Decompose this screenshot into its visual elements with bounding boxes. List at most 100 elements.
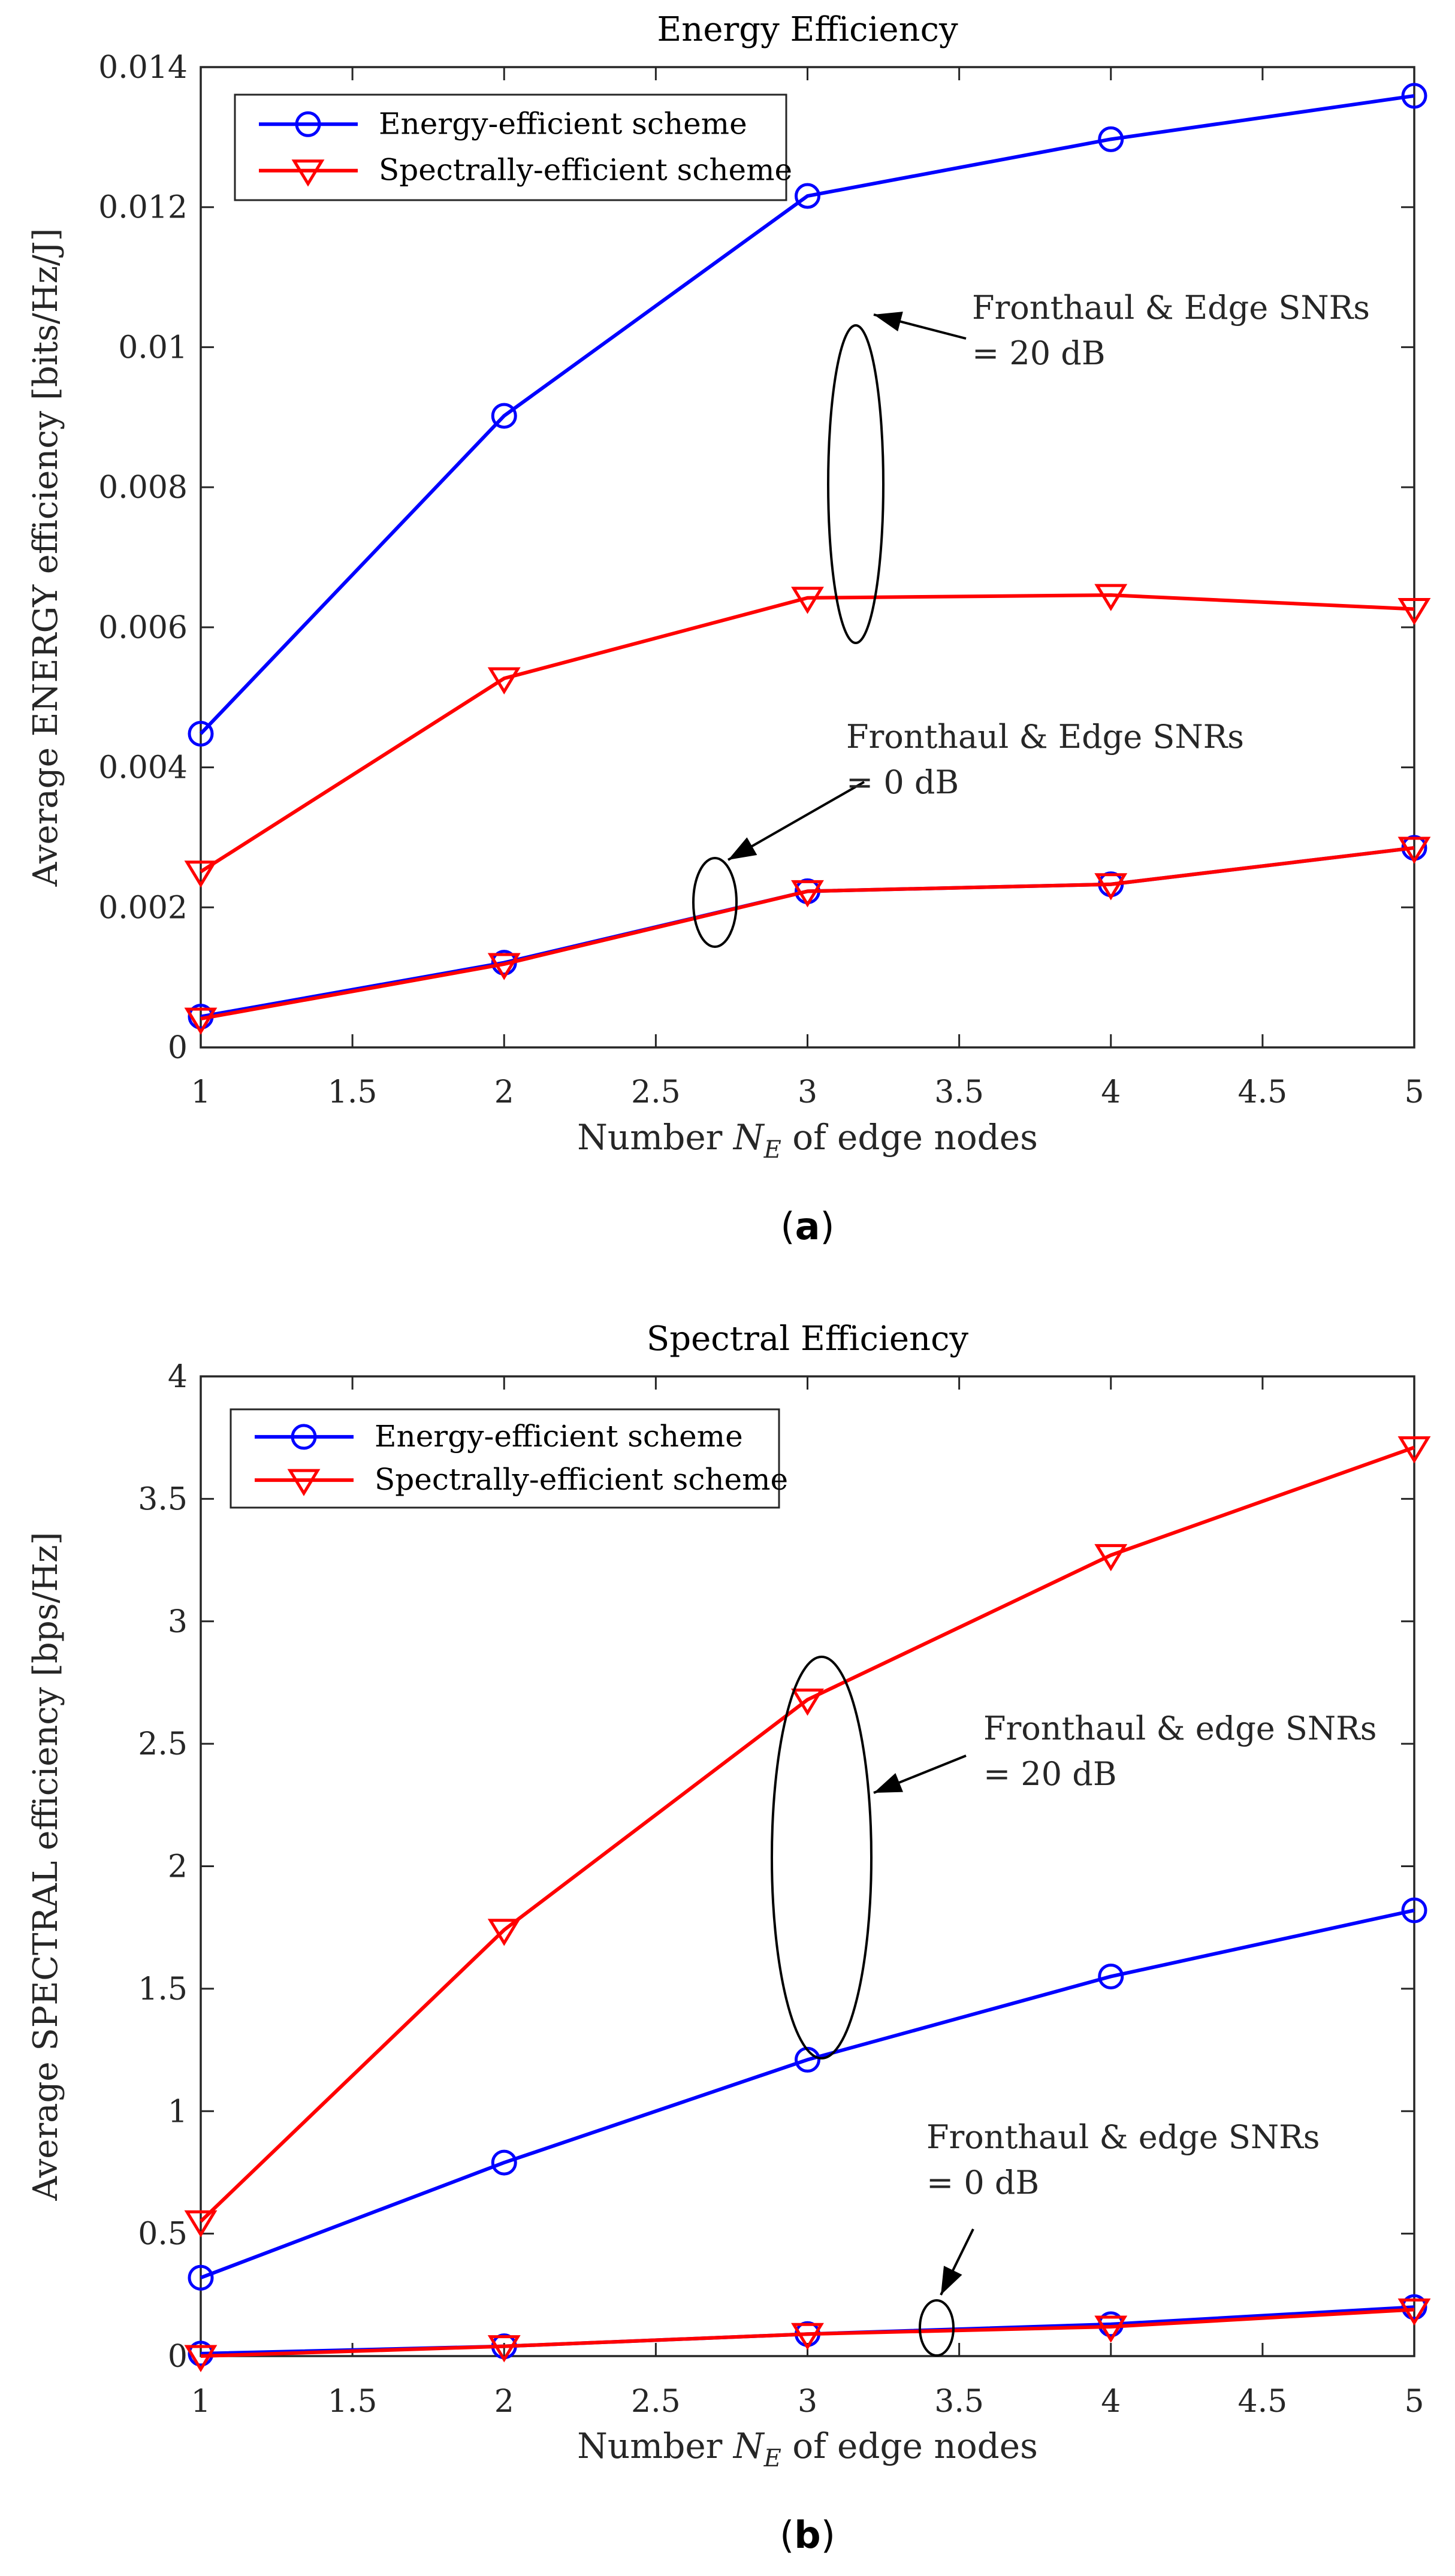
chart-1-ytick-label: 0.004 bbox=[98, 750, 188, 786]
chart-2-series-se_20-line bbox=[199, 1445, 1415, 2223]
chart-1-ytick-label: 0.002 bbox=[98, 890, 188, 926]
chart-1-xtick-label: 2 bbox=[494, 1074, 514, 1110]
chart-2-annotation-1-arrow-head bbox=[874, 1773, 904, 1793]
chart-2-annotation-2-arrow-head bbox=[941, 2266, 962, 2295]
chart-2-xtick-label: 3 bbox=[798, 2384, 817, 2420]
chart-2-series-ee_0-point bbox=[188, 2341, 214, 2367]
chart-1-legend-entry-2-label: Spectrally-efficient scheme bbox=[379, 153, 792, 188]
chart-1-annotation-2-text-line2: = 0 dB bbox=[846, 763, 959, 801]
chart-1-series-se_20-point bbox=[1094, 584, 1128, 611]
chart-2-series-se_20-point bbox=[487, 1919, 521, 1946]
chart-1-series-se_0-line bbox=[200, 845, 1415, 1021]
chart-2-xlabel: Number NE of edge nodes bbox=[577, 2426, 1038, 2472]
chart-1-ytick-label: 0.012 bbox=[98, 190, 188, 226]
chart-1-annotation-2-ellipse bbox=[692, 857, 738, 948]
chart-1-ylabel: Average ENERGY efficiency [bits/Hz/J] bbox=[26, 228, 65, 887]
chart-2-ytick-label: 0 bbox=[168, 2339, 188, 2375]
chart-2-series-se_20-point bbox=[1397, 1436, 1431, 1464]
chart-1-xtick-label: 1 bbox=[191, 1074, 210, 1110]
chart-2-series-se_0-point bbox=[1397, 2298, 1431, 2326]
chart-1-xtick-label: 1.5 bbox=[328, 1074, 378, 1110]
chart-2-title: Spectral Efficiency bbox=[647, 1319, 969, 1358]
chart-1-xlabel-suffix: of edge nodes bbox=[781, 1117, 1038, 1158]
chart-1: Energy Efficiency 1 1.5 2 2.5 3 3.5 4 4.5 5 0 0.002… bbox=[26, 10, 1431, 1248]
chart-1-plot-area bbox=[200, 66, 1415, 1049]
chart-2-annotation-2-text-line2: = 0 dB bbox=[926, 2164, 1039, 2201]
chart-1-series-ee_20-point bbox=[491, 403, 517, 429]
chart-2-series-se_20-point bbox=[184, 2210, 218, 2238]
chart-2-xtick-label: 2 bbox=[494, 2384, 514, 2420]
chart-2-series-se_20-point bbox=[1094, 1544, 1128, 1572]
chart-1-series-se_20-point bbox=[791, 587, 824, 614]
chart-2-series-ee_20-line bbox=[200, 1908, 1415, 2280]
chart-2-xtick-label: 2.5 bbox=[631, 2384, 681, 2420]
chart-1-xtick-label: 2.5 bbox=[631, 1074, 681, 1110]
chart-1-series-ee_20-point bbox=[795, 183, 820, 209]
chart-1-series-se_0-point bbox=[1094, 873, 1128, 901]
chart-1-legend-entry-2-marker bbox=[291, 159, 325, 187]
chart-2-ytick-label: 3.5 bbox=[138, 1481, 188, 1517]
chart-2-legend-entry-2-marker bbox=[287, 1469, 321, 1496]
chart-1-series-se_0-point bbox=[184, 1007, 218, 1035]
chart-1-panel-label: (a) bbox=[780, 1204, 834, 1248]
chart-1-annotation-1-text-line2: = 20 dB bbox=[972, 334, 1106, 372]
chart-2-series-se_0-point bbox=[487, 2335, 521, 2363]
chart-2-series-ee_20-point bbox=[491, 2149, 517, 2176]
chart-2-xtick-label: 4 bbox=[1101, 2384, 1121, 2420]
chart-2-xtick-label: 1 bbox=[191, 2384, 210, 2420]
chart-1-annotation-1-text-line1: Fronthaul & Edge SNRs bbox=[972, 289, 1370, 327]
chart-1-legend-box bbox=[234, 93, 787, 201]
chart-2-plot-area bbox=[200, 1375, 1415, 2357]
chart-1-title: Energy Efficiency bbox=[657, 10, 958, 49]
chart-2-xtick-label: 5 bbox=[1404, 2384, 1424, 2420]
chart-2-legend-entry-2-label: Spectrally-efficient scheme bbox=[375, 1462, 788, 1497]
chart-2-ytick-label: 3 bbox=[168, 1604, 188, 1640]
chart-1-series-ee_20-point bbox=[1401, 83, 1427, 109]
chart-1-panel-label-open: ( bbox=[780, 1204, 795, 1248]
chart-2-ytick-label: 1.5 bbox=[138, 1971, 188, 2007]
chart-1-ytick-label: 0.01 bbox=[118, 330, 188, 366]
chart-1-xlabel: Number NE of edge nodes bbox=[577, 1117, 1038, 1164]
chart-2-series-ee_20-point bbox=[1098, 1963, 1124, 1989]
chart-1-xtick-label: 4.5 bbox=[1238, 1074, 1288, 1110]
chart-1-series-ee_20-line bbox=[199, 93, 1415, 735]
chart-1-series-se_0-point bbox=[791, 880, 824, 908]
chart-2-panel-label-close: ) bbox=[821, 2513, 835, 2557]
chart-2-xlabel-prefix: Number bbox=[577, 2426, 733, 2466]
chart-1-series-ee_20-point bbox=[1098, 126, 1124, 152]
chart-2-annotation-1-text-line1: Fronthaul & edge SNRs bbox=[983, 1710, 1377, 1747]
chart-1-xlabel-subscript: E bbox=[763, 1136, 781, 1164]
chart-2-panel-label-open: ( bbox=[780, 2513, 794, 2557]
chart-2: Spectral Efficiency 1 1.5 2 2.5 3 3.5 4 4.5 5 0 0.5… bbox=[26, 1319, 1431, 2557]
chart-1-panel-label-close: ) bbox=[820, 1204, 834, 1248]
chart-2-ytick-label: 2 bbox=[168, 1849, 188, 1885]
chart-2-series-ee_20-point bbox=[188, 2264, 214, 2291]
chart-2-series-se_0-line bbox=[200, 2308, 1415, 2358]
chart-1-legend-entry-1-label: Energy-efficient scheme bbox=[379, 106, 747, 141]
chart-2-ytick-label: 0.5 bbox=[138, 2216, 188, 2252]
chart-2-series-ee_20-point bbox=[1401, 1897, 1427, 1923]
chart-2-series-ee_0-point bbox=[1401, 2294, 1427, 2320]
chart-2-legend-entry-1-marker bbox=[291, 1424, 317, 1450]
chart-2-annotation-1-ellipse bbox=[771, 1656, 873, 2059]
chart-1-annotation-1-ellipse bbox=[827, 324, 885, 644]
chart-2-xtick-label: 1.5 bbox=[328, 2384, 378, 2420]
chart-1-ytick-label: 0.006 bbox=[98, 610, 188, 646]
chart-1-panel-label-letter: a bbox=[795, 1204, 820, 1248]
chart-2-xlabel-subscript: E bbox=[763, 2445, 781, 2472]
chart-2-legend-entry-1-label: Energy-efficient scheme bbox=[375, 1419, 743, 1454]
chart-1-xlabel-symbol: N bbox=[732, 1117, 765, 1158]
chart-1-ytick-label: 0.014 bbox=[98, 50, 188, 86]
chart-2-annotation-1-text-line2: = 20 dB bbox=[983, 1755, 1117, 1793]
chart-2-panel-label-letter: b bbox=[794, 2513, 820, 2557]
chart-1-series-se_0-point bbox=[1397, 836, 1431, 864]
chart-2-ylabel: Average SPECTRAL efficiency [bps/Hz] bbox=[26, 1532, 65, 2201]
chart-1-series-se_20-point bbox=[487, 667, 521, 694]
chart-2-ytick-label: 4 bbox=[168, 1359, 188, 1395]
chart-2-panel-label: (b) bbox=[780, 2513, 835, 2557]
chart-2-legend-box bbox=[230, 1408, 780, 1509]
chart-2-xtick-label: 3.5 bbox=[934, 2384, 984, 2420]
chart-1-series-ee_20-point bbox=[188, 720, 214, 747]
chart-1-xtick-label: 5 bbox=[1404, 1074, 1424, 1110]
